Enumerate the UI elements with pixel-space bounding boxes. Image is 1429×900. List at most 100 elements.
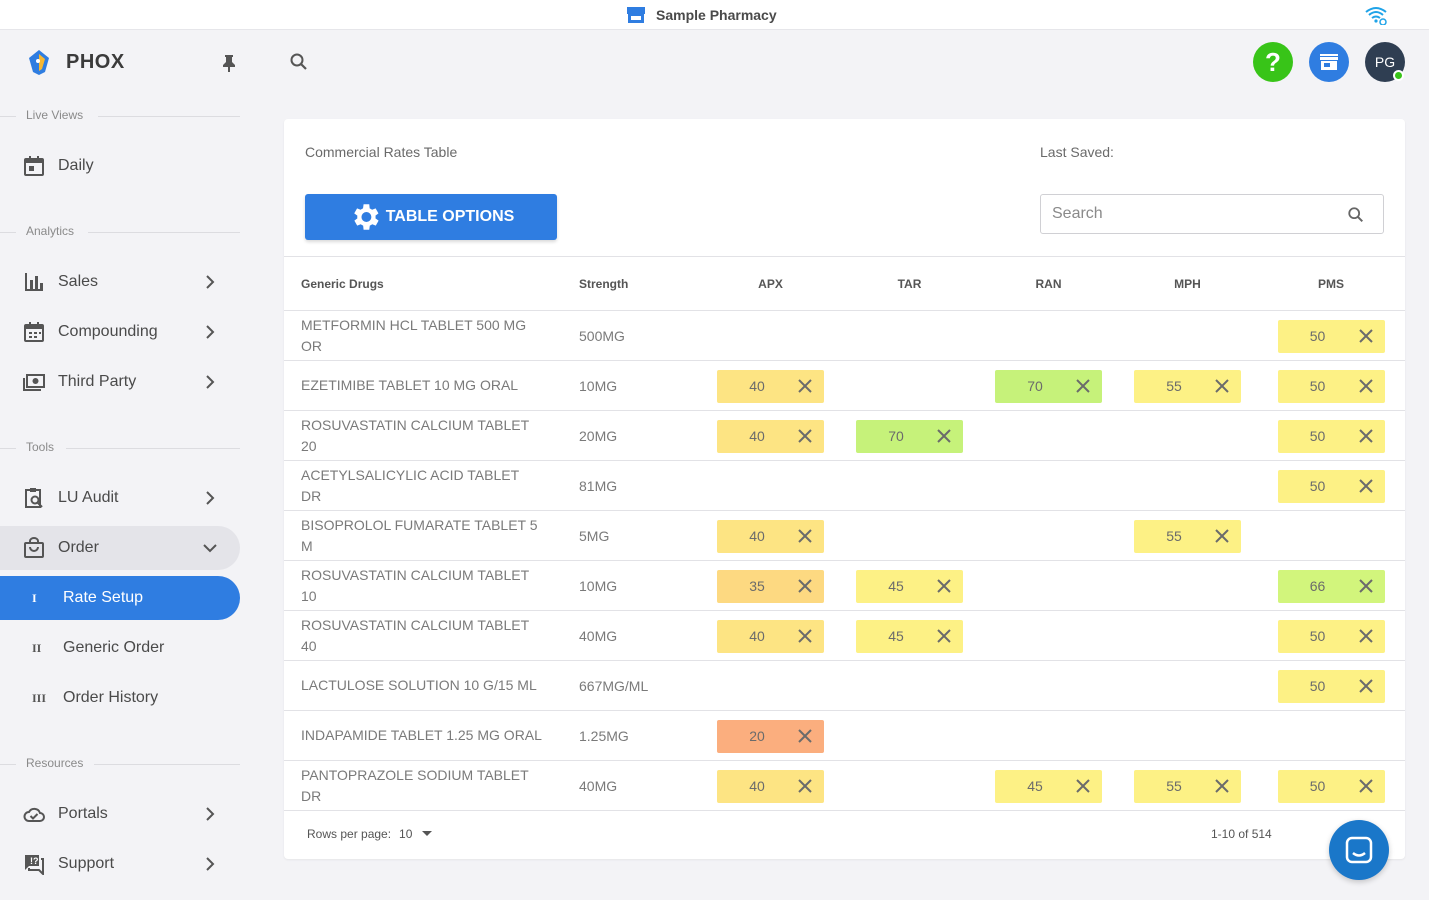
column-header-apx[interactable]: APX bbox=[701, 256, 840, 311]
rate-chip[interactable]: 40 bbox=[717, 419, 824, 453]
rate-chip[interactable]: 70 bbox=[995, 369, 1102, 403]
rate-chip[interactable]: 50 bbox=[1277, 419, 1385, 453]
pin-icon[interactable] bbox=[222, 54, 236, 72]
close-icon[interactable] bbox=[1075, 778, 1091, 794]
close-icon[interactable] bbox=[1358, 478, 1374, 494]
rate-cell-tar[interactable] bbox=[840, 360, 979, 411]
rate-cell-apx[interactable]: 35 bbox=[701, 560, 840, 611]
column-header-pms[interactable]: PMS bbox=[1257, 256, 1405, 311]
rate-cell-tar[interactable] bbox=[840, 660, 979, 711]
rate-cell-tar[interactable]: 70 bbox=[840, 410, 979, 461]
close-icon[interactable] bbox=[1358, 578, 1374, 594]
rate-cell-pms[interactable]: 50 bbox=[1257, 760, 1405, 811]
rate-cell-mph[interactable] bbox=[1118, 460, 1257, 511]
search-field[interactable] bbox=[1040, 194, 1384, 234]
rate-cell-tar[interactable] bbox=[840, 510, 979, 561]
rate-chip[interactable]: 50 bbox=[1277, 469, 1385, 503]
store-button[interactable] bbox=[1309, 42, 1349, 82]
rate-cell-apx[interactable]: 40 bbox=[701, 410, 840, 461]
sidebar-item-order[interactable]: Order bbox=[0, 526, 240, 570]
rate-cell-apx[interactable]: 40 bbox=[701, 510, 840, 561]
rate-cell-ran[interactable]: 45 bbox=[979, 760, 1118, 811]
rate-chip[interactable]: 45 bbox=[856, 569, 963, 603]
rate-cell-mph[interactable] bbox=[1118, 560, 1257, 611]
close-icon[interactable] bbox=[1358, 428, 1374, 444]
rate-chip[interactable]: 45 bbox=[856, 619, 963, 653]
rate-cell-ran[interactable] bbox=[979, 660, 1118, 711]
rate-cell-pms[interactable]: 50 bbox=[1257, 610, 1405, 661]
sidebar-item-portals[interactable]: Portals bbox=[0, 792, 240, 836]
rate-cell-mph[interactable] bbox=[1118, 610, 1257, 661]
close-icon[interactable] bbox=[1075, 378, 1091, 394]
rate-chip[interactable]: 40 bbox=[717, 369, 824, 403]
close-icon[interactable] bbox=[936, 428, 952, 444]
rate-cell-mph[interactable]: 55 bbox=[1118, 510, 1257, 561]
sidebar-item-rate-setup[interactable]: I Rate Setup bbox=[0, 576, 240, 620]
sidebar-item-support[interactable]: !? Support bbox=[0, 842, 240, 886]
pharmacy-selector[interactable]: Sample Pharmacy bbox=[626, 6, 777, 24]
rate-chip[interactable]: 40 bbox=[717, 519, 824, 553]
search-input[interactable] bbox=[1052, 195, 1342, 233]
rate-chip[interactable]: 45 bbox=[995, 769, 1102, 803]
rate-chip[interactable]: 50 bbox=[1277, 769, 1385, 803]
rate-chip[interactable]: 50 bbox=[1277, 619, 1385, 653]
close-icon[interactable] bbox=[797, 428, 813, 444]
rate-cell-apx[interactable] bbox=[701, 660, 840, 711]
sidebar-item-daily[interactable]: Daily bbox=[0, 144, 240, 188]
rate-cell-pms[interactable]: 50 bbox=[1257, 410, 1405, 461]
rate-cell-mph[interactable] bbox=[1118, 310, 1257, 361]
sidebar-item-sales[interactable]: Sales bbox=[0, 260, 240, 304]
rate-cell-ran[interactable] bbox=[979, 310, 1118, 361]
rate-cell-tar[interactable]: 45 bbox=[840, 610, 979, 661]
close-icon[interactable] bbox=[1358, 378, 1374, 394]
close-icon[interactable] bbox=[797, 778, 813, 794]
rate-chip[interactable]: 20 bbox=[717, 719, 824, 753]
rate-cell-pms[interactable]: 66 bbox=[1257, 560, 1405, 611]
rate-cell-ran[interactable] bbox=[979, 710, 1118, 761]
close-icon[interactable] bbox=[1214, 528, 1230, 544]
rate-chip[interactable]: 35 bbox=[717, 569, 824, 603]
column-header-tar[interactable]: TAR bbox=[840, 256, 979, 311]
rate-cell-pms[interactable]: 50 bbox=[1257, 660, 1405, 711]
rate-chip[interactable]: 55 bbox=[1134, 369, 1241, 403]
rate-cell-apx[interactable]: 40 bbox=[701, 610, 840, 661]
close-icon[interactable] bbox=[1358, 628, 1374, 644]
close-icon[interactable] bbox=[1358, 678, 1374, 694]
close-icon[interactable] bbox=[1358, 778, 1374, 794]
rate-cell-pms[interactable]: 50 bbox=[1257, 460, 1405, 511]
sidebar-item-generic-order[interactable]: II Generic Order bbox=[0, 626, 240, 670]
rate-chip[interactable]: 55 bbox=[1134, 769, 1241, 803]
column-header-mph[interactable]: MPH bbox=[1118, 256, 1257, 311]
rate-cell-ran[interactable] bbox=[979, 510, 1118, 561]
rate-cell-apx[interactable]: 20 bbox=[701, 710, 840, 761]
chat-launcher-button[interactable] bbox=[1329, 820, 1389, 880]
rate-chip[interactable]: 66 bbox=[1277, 569, 1385, 603]
rate-chip[interactable]: 70 bbox=[856, 419, 963, 453]
rate-cell-tar[interactable] bbox=[840, 760, 979, 811]
rate-cell-pms[interactable]: 50 bbox=[1257, 360, 1405, 411]
rate-chip[interactable]: 40 bbox=[717, 619, 824, 653]
close-icon[interactable] bbox=[936, 578, 952, 594]
rate-cell-pms[interactable] bbox=[1257, 710, 1405, 761]
rate-cell-mph[interactable] bbox=[1118, 660, 1257, 711]
rate-cell-pms[interactable]: 50 bbox=[1257, 310, 1405, 361]
close-icon[interactable] bbox=[1214, 378, 1230, 394]
rate-cell-ran[interactable] bbox=[979, 610, 1118, 661]
help-button[interactable]: ? bbox=[1253, 42, 1293, 82]
rate-chip[interactable]: 50 bbox=[1277, 319, 1385, 353]
rate-cell-tar[interactable] bbox=[840, 710, 979, 761]
column-header-strength[interactable]: Strength bbox=[562, 256, 701, 311]
rate-cell-ran[interactable]: 70 bbox=[979, 360, 1118, 411]
rows-per-page-select[interactable]: 10 bbox=[399, 827, 433, 841]
brand[interactable]: PHOX bbox=[26, 48, 125, 76]
rate-cell-mph[interactable]: 55 bbox=[1118, 360, 1257, 411]
rate-chip[interactable]: 55 bbox=[1134, 519, 1241, 553]
sidebar-item-order-history[interactable]: III Order History bbox=[0, 676, 240, 720]
rate-cell-apx[interactable] bbox=[701, 460, 840, 511]
sidebar-item-third-party[interactable]: Third Party bbox=[0, 360, 240, 404]
rate-cell-ran[interactable] bbox=[979, 410, 1118, 461]
rate-cell-mph[interactable] bbox=[1118, 710, 1257, 761]
rate-cell-ran[interactable] bbox=[979, 560, 1118, 611]
rate-cell-ran[interactable] bbox=[979, 460, 1118, 511]
close-icon[interactable] bbox=[797, 378, 813, 394]
